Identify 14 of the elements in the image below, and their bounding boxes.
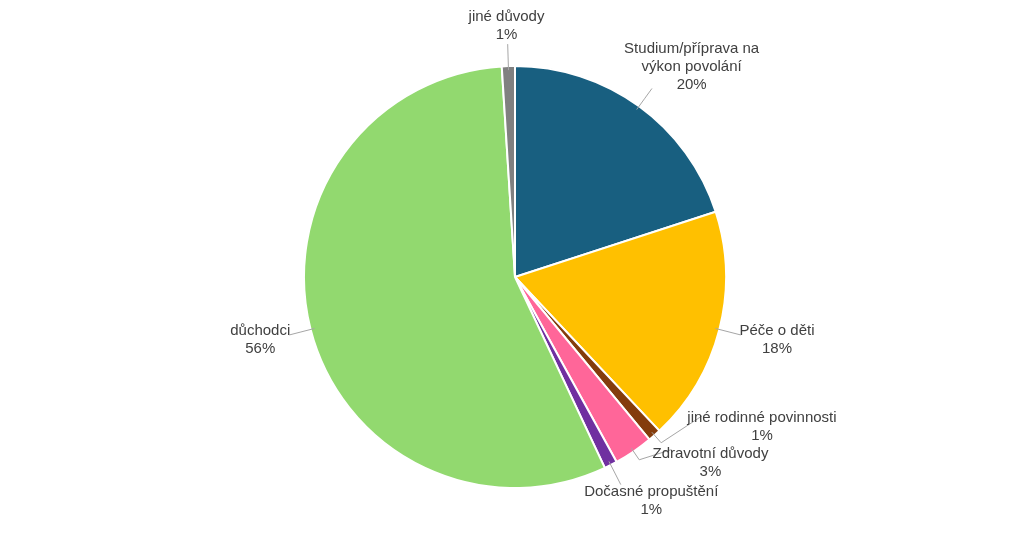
slice-label: Dočasné propuštění (584, 481, 720, 499)
data-label: 56% (245, 338, 276, 356)
data-label: 1% (495, 25, 518, 43)
data-label: 3% (699, 462, 722, 480)
data-label: 1% (640, 499, 663, 517)
slice-label: Studium/příprava na výkon povolání (624, 38, 760, 74)
data-label: 20% (676, 74, 707, 92)
slice-label: jiné důvody (467, 7, 545, 25)
data-label: 1% (751, 425, 773, 443)
slice-label: Zdravotní důvody (652, 444, 769, 462)
slice-label: důchodci (230, 320, 291, 338)
slice-label: jiné rodinné povinnosti (686, 407, 837, 425)
slice-label: Péče o děti (739, 320, 815, 338)
data-label: 18% (762, 338, 793, 356)
